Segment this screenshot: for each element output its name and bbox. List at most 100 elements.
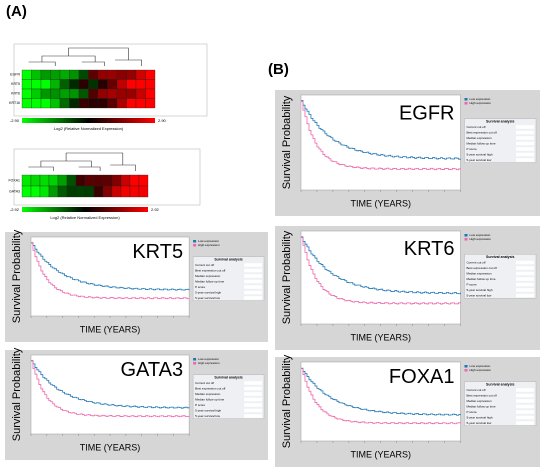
stats-value-box: [515, 404, 534, 409]
heatmap-row-label: FOXA1: [9, 178, 21, 182]
stats-value-box: [244, 386, 262, 391]
legend-swatch: [464, 369, 468, 372]
plot-area: [30, 354, 190, 435]
stats-value-box: [244, 381, 262, 385]
legend-swatch: [464, 98, 468, 101]
plot-area: [300, 94, 461, 191]
heatmap-cell: [69, 79, 80, 90]
stats-value-box: [515, 266, 534, 270]
heatmap-cell: [107, 79, 118, 90]
low-expression-curve: [301, 368, 461, 416]
stats-row-label: Median expression: [467, 136, 493, 140]
heatmap-row-label: EGFR: [10, 73, 20, 77]
legend-swatch: [464, 238, 468, 241]
stats-title: Survival analysis: [486, 119, 514, 123]
legend-entry: Low expression: [470, 97, 491, 101]
legend-entry: Low expression: [198, 239, 219, 243]
gene-label: EGFR: [399, 102, 455, 124]
heatmap-cell: [126, 79, 137, 90]
stats-value-box: [244, 408, 262, 413]
heatmap-row-label: KRT6: [11, 92, 20, 96]
heatmap-cell: [40, 69, 51, 80]
colorbar: [22, 207, 148, 212]
heatmap-cell: [50, 88, 61, 99]
heatmap-cell: [116, 98, 127, 109]
heatmap-cell: [135, 69, 146, 80]
heatmap-cell: [138, 185, 149, 198]
heatmap-cell: [102, 185, 113, 198]
heatmap-cell: [31, 69, 42, 80]
high-expression-curve: [301, 367, 461, 425]
stats-row-label: Current cut off: [467, 260, 486, 264]
heatmap-cell: [116, 79, 127, 90]
stats-row-label: Median expression: [195, 392, 221, 396]
heatmap-cell: [59, 69, 70, 80]
heatmap-cell: [30, 185, 41, 198]
x-axis-label: TIME (YEARS): [350, 449, 411, 459]
heatmap-cell: [39, 185, 50, 198]
stats-title: Survival analysis: [214, 375, 242, 379]
heatmap-cell: [59, 98, 70, 109]
heatmap-cell: [21, 69, 32, 80]
heatmap-cell: [69, 88, 80, 99]
heatmap-cell: [31, 98, 42, 109]
heatmap-cell: [78, 79, 89, 90]
y-axis-label: Survival Probability: [11, 229, 23, 323]
high-expression-curve: [31, 242, 190, 300]
heatmap-cell: [102, 174, 113, 187]
gene-label: FOXA1: [389, 366, 455, 388]
stats-value-box: [515, 141, 534, 146]
y-axis-label: Survival Probability: [281, 354, 293, 448]
heatmap-cell: [107, 88, 118, 99]
high-expression-curve: [31, 360, 190, 418]
legend-entry: High expression: [470, 101, 492, 105]
stats-value-box: [515, 388, 534, 392]
low-expression-curve: [301, 236, 461, 295]
stats-row-label: Median expression: [467, 399, 493, 403]
stats-row-label: Median expression: [195, 274, 221, 278]
heatmap-cell: [21, 174, 32, 187]
stats-value-box: [244, 403, 262, 407]
legend-entry: High expression: [470, 368, 492, 372]
heatmap-cell: [145, 88, 156, 99]
stats-row-label: Median follow up time: [195, 279, 224, 283]
heatmap-cell: [97, 88, 108, 99]
stats-row-label: 5-year survival high: [195, 290, 221, 294]
heatmap-cell: [126, 98, 137, 109]
heatmap-cell: [75, 174, 86, 187]
legend-swatch: [464, 234, 468, 237]
heatmap-cell: [88, 98, 99, 109]
gene-label: KRT5: [132, 241, 183, 263]
stats-value-box: [515, 293, 534, 298]
heatmap-cell: [97, 98, 108, 109]
high-expression-curve: [301, 237, 461, 305]
heatmap-cell: [120, 185, 131, 198]
heatmap-cell: [78, 88, 89, 99]
heatmap-cell: [88, 88, 99, 99]
heatmap-cell: [107, 98, 118, 109]
stats-row-label: P score: [467, 282, 477, 286]
stats-value-box: [244, 414, 262, 418]
heatmap-cell: [145, 69, 156, 80]
heatmap-cell: [48, 185, 59, 198]
heatmap-cell: [75, 185, 86, 198]
heatmap-cell: [93, 185, 104, 198]
heatmap-cell: [116, 69, 127, 80]
stats-row-label: 5-year survival low: [195, 296, 221, 300]
stats-value-box: [244, 397, 262, 402]
stats-value-box: [244, 296, 262, 300]
stats-value-box: [515, 260, 534, 265]
heatmap-cell: [66, 174, 77, 187]
plot-area: [300, 230, 461, 325]
x-axis-label: TIME (YEARS): [350, 332, 411, 342]
stats-value-box: [515, 282, 534, 287]
stats-row-label: Current cut off: [467, 388, 486, 392]
colorbar-min: -2.90: [10, 118, 20, 123]
heatmap-cell: [30, 174, 41, 187]
stats-row-label: Current cut off: [195, 263, 214, 267]
colorbar-min: -2.92: [10, 207, 20, 212]
panel-label: (B): [268, 61, 289, 78]
stats-row-label: Best expression cut off: [467, 130, 497, 134]
plot-area: [30, 236, 190, 317]
colorbar-max: 2.90: [158, 118, 167, 123]
